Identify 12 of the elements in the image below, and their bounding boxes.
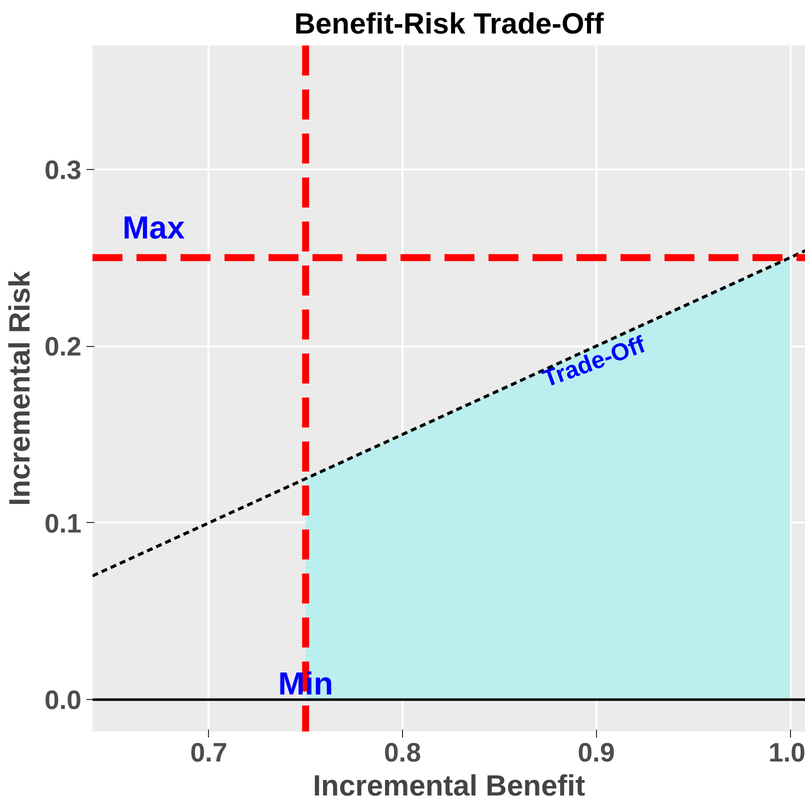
y-tick-label: 0.2 bbox=[44, 332, 82, 362]
x-tick-label: 0.9 bbox=[578, 738, 615, 768]
x-tick-label: 0.8 bbox=[384, 738, 422, 768]
y-tick-label: 0.0 bbox=[44, 685, 82, 716]
y-axis-title: Incremental Risk bbox=[3, 270, 36, 506]
y-tick-label: 0.3 bbox=[44, 154, 82, 185]
x-tick-label: 1.0 bbox=[768, 738, 805, 768]
x-axis-title: Incremental Benefit bbox=[312, 770, 586, 802]
x-tick-label: 0.7 bbox=[190, 738, 228, 768]
chart-title: Benefit-Risk Trade-Off bbox=[294, 8, 604, 40]
y-tick-label: 0.1 bbox=[44, 508, 82, 538]
ref-line-label: Max bbox=[122, 210, 185, 246]
